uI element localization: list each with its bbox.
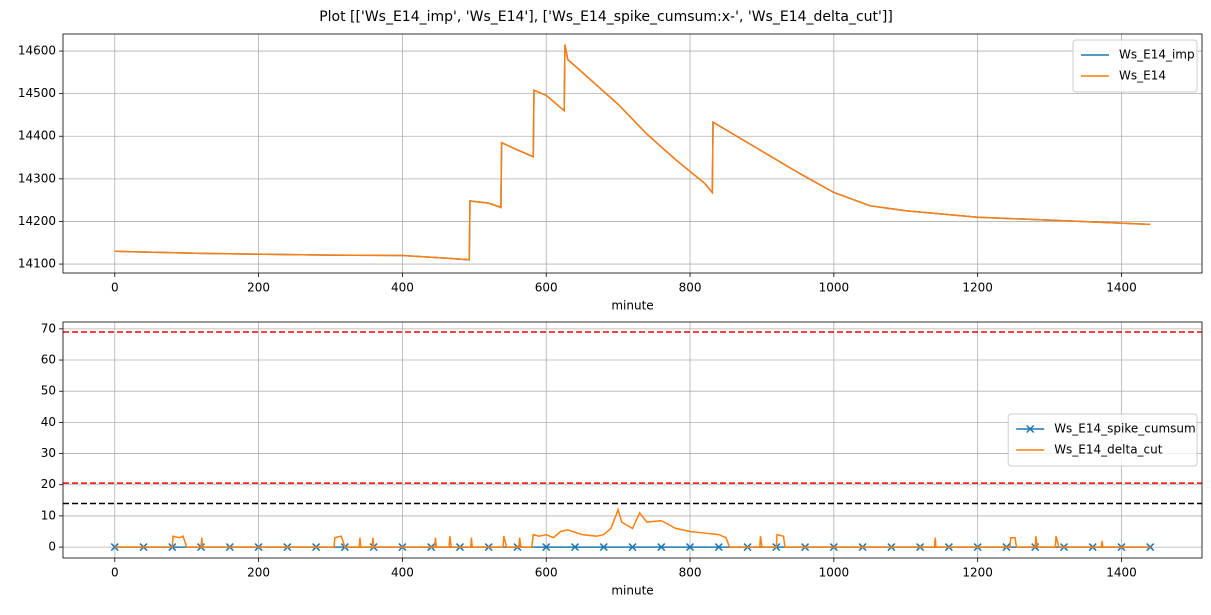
figure-title: Plot [['Ws_E14_imp', 'Ws_E14'], ['Ws_E14… bbox=[319, 9, 893, 25]
x-tick-label: 0 bbox=[111, 281, 119, 295]
series-line bbox=[114, 507, 1151, 548]
x-tick-label: 400 bbox=[391, 566, 414, 580]
y-tick-label: 60 bbox=[41, 353, 56, 367]
x-tick-label: 1400 bbox=[1106, 566, 1137, 580]
y-tick-label: 40 bbox=[41, 415, 56, 429]
x-tick-label: 1000 bbox=[819, 281, 850, 295]
y-tick-label: 70 bbox=[41, 321, 56, 335]
plot-area bbox=[114, 44, 1151, 261]
marker bbox=[685, 543, 695, 552]
x-tick-label: 1200 bbox=[962, 566, 993, 580]
x-tick-label: 800 bbox=[679, 566, 702, 580]
legend-box bbox=[1072, 39, 1198, 93]
x-tick-label: 1200 bbox=[962, 281, 993, 295]
x-tick-label: 400 bbox=[391, 281, 414, 295]
x-tick-label: 200 bbox=[247, 281, 270, 295]
x-tick-label: 800 bbox=[679, 281, 702, 295]
y-tick-label: 14500 bbox=[18, 86, 56, 100]
x-tick-label: 1000 bbox=[819, 566, 850, 580]
marker bbox=[599, 543, 608, 552]
y-tick-label: 30 bbox=[41, 446, 56, 460]
x-axis-label: minute bbox=[611, 584, 653, 598]
axes-frame bbox=[62, 321, 1203, 559]
y-tick-label: 14200 bbox=[18, 214, 56, 228]
y-tick-label: 14300 bbox=[18, 171, 56, 185]
y-tick-label: 0 bbox=[48, 540, 56, 554]
marker bbox=[714, 543, 723, 552]
x-tick-label: 0 bbox=[111, 566, 119, 580]
legend-label: Ws_E14_spike_cumsum bbox=[1054, 422, 1196, 436]
marker bbox=[628, 543, 637, 552]
legend: Ws_E14_spike_cumsum Ws_E14_delta_cut bbox=[1007, 413, 1198, 467]
y-tick-label: 14600 bbox=[18, 44, 56, 58]
y-tick-label: 10 bbox=[41, 508, 56, 522]
marker bbox=[657, 543, 666, 552]
legend-marker bbox=[1026, 424, 1035, 434]
plot-area bbox=[63, 331, 1202, 552]
x-tick-label: 200 bbox=[247, 566, 270, 580]
legend-box bbox=[1007, 413, 1198, 467]
x-tick-label: 1400 bbox=[1106, 281, 1137, 295]
y-tick-label: 14400 bbox=[18, 129, 56, 143]
series-line bbox=[114, 44, 1151, 261]
y-tick-label: 20 bbox=[41, 477, 56, 491]
y-tick-label: 14100 bbox=[18, 257, 56, 271]
legend-label: Ws_E14 bbox=[1119, 69, 1166, 83]
marker bbox=[542, 543, 551, 552]
axes-frame bbox=[62, 33, 1203, 274]
legend: Ws_E14_imp Ws_E14 bbox=[1072, 39, 1198, 93]
marker bbox=[570, 543, 580, 552]
y-tick-label: 50 bbox=[41, 384, 56, 398]
x-tick-label: 600 bbox=[535, 281, 558, 295]
legend-label: Ws_E14_delta_cut bbox=[1054, 443, 1163, 457]
x-tick-label: 600 bbox=[535, 566, 558, 580]
x-axis-label: minute bbox=[611, 299, 653, 313]
legend-label: Ws_E14_imp bbox=[1119, 48, 1195, 62]
